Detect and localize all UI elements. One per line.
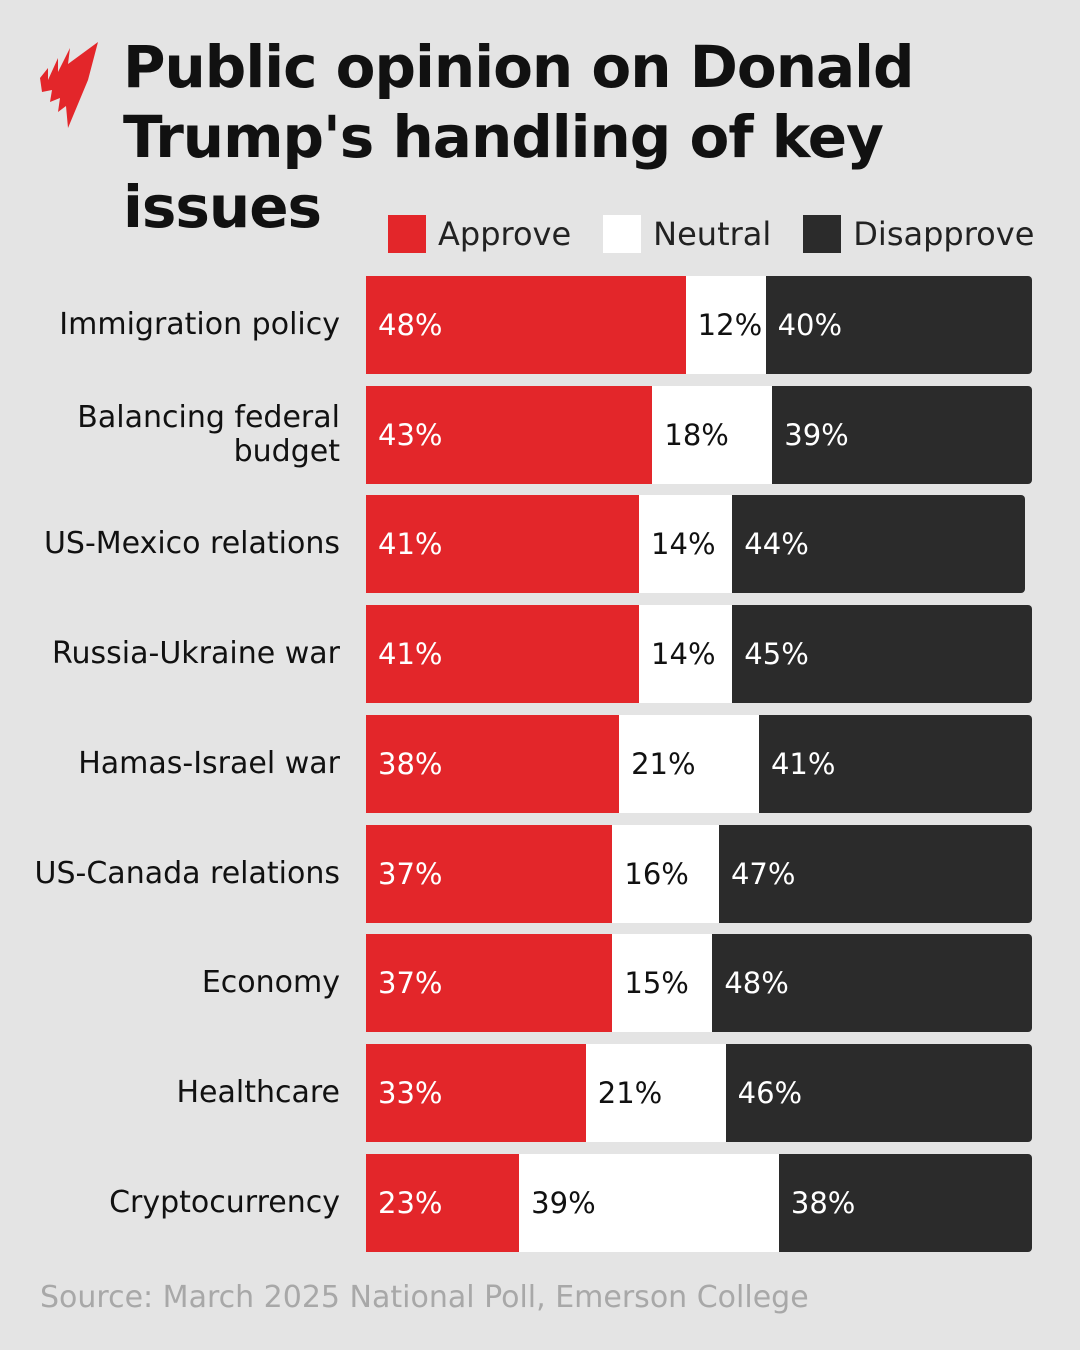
data-label: 33%: [378, 1075, 443, 1110]
data-label: 39%: [784, 417, 849, 452]
data-label: 21%: [631, 746, 696, 781]
data-label: 46%: [737, 1075, 803, 1110]
bar-disapprove: 44%: [732, 495, 1026, 594]
bar-neutral: 14%: [639, 605, 733, 704]
category-label: Economy: [201, 965, 340, 1001]
bar-disapprove: 41%: [758, 714, 1032, 813]
bar-approve: 23%: [366, 1153, 520, 1252]
data-label: 16%: [624, 856, 689, 891]
bar-neutral: 39%: [519, 1153, 779, 1252]
legend-swatch: [388, 215, 426, 253]
bar-approve: 48%: [366, 276, 686, 374]
bar-approve: 38%: [366, 714, 620, 813]
data-label: 15%: [624, 966, 689, 1001]
bar-neutral: 12%: [685, 276, 766, 374]
data-label: 41%: [770, 746, 836, 781]
data-label: 21%: [597, 1075, 663, 1110]
data-label: 41%: [378, 527, 443, 562]
bar-approve: 33%: [366, 1043, 586, 1142]
legend-item-disapprove: Disapprove: [803, 215, 1034, 253]
bar-neutral: 21%: [585, 1043, 726, 1142]
bar-disapprove: 39%: [772, 385, 1032, 484]
bar-disapprove: 48%: [712, 934, 1032, 1033]
category-label: Hamas-Israel war: [78, 745, 340, 781]
legend-label: Disapprove: [853, 215, 1035, 253]
bar-approve: 41%: [366, 495, 640, 594]
bar-neutral: 15%: [612, 934, 713, 1033]
legend: Approve Neutral Disapprove: [388, 215, 1066, 253]
bar-neutral: 16%: [612, 824, 719, 923]
bar-disapprove: 47%: [718, 824, 1032, 923]
legend-label: Neutral: [653, 215, 772, 253]
data-label: 12%: [697, 308, 763, 342]
bar-neutral: 18%: [652, 385, 773, 484]
data-label: 48%: [724, 966, 789, 1001]
category-label: Russia-Ukraine war: [52, 636, 340, 672]
bar-disapprove: 40%: [765, 276, 1032, 374]
bar-disapprove: 46%: [725, 1043, 1032, 1142]
bar-disapprove: 45%: [732, 605, 1032, 704]
bar-approve: 37%: [366, 934, 613, 1033]
data-label: 43%: [378, 417, 443, 452]
data-label: 14%: [651, 637, 716, 672]
bar-neutral: 21%: [619, 714, 759, 813]
legend-item-approve: Approve: [388, 215, 571, 253]
data-label: 41%: [378, 637, 443, 672]
data-label: 48%: [378, 308, 443, 342]
legend-swatch: [603, 215, 642, 253]
category-label: Immigration policy: [59, 307, 340, 342]
data-label: 23%: [378, 1185, 443, 1220]
chart-title: Public opinion on Donald Trump's handlin…: [123, 33, 915, 241]
bar-neutral: 14%: [639, 495, 733, 594]
data-label: 47%: [730, 856, 796, 891]
sbs-logo: [40, 42, 98, 128]
category-label: US-Mexico relations: [43, 526, 340, 562]
category-label: Healthcare: [176, 1074, 340, 1110]
legend-item-neutral: Neutral: [603, 215, 771, 253]
data-label: 38%: [378, 746, 443, 781]
data-label: 18%: [664, 417, 729, 452]
data-label: 40%: [777, 308, 843, 342]
data-label: 14%: [651, 527, 716, 562]
legend-swatch: [803, 215, 842, 253]
bar-disapprove: 38%: [778, 1153, 1032, 1252]
category-label: US-Canada relations: [34, 855, 340, 891]
bar-approve: 37%: [366, 824, 613, 923]
data-label: 37%: [378, 856, 443, 891]
category-label: Cryptocurrency: [109, 1184, 340, 1220]
category-label: Balancing federal budget: [77, 399, 340, 469]
data-label: 39%: [531, 1185, 596, 1220]
legend-label: Approve: [438, 215, 572, 253]
bar-approve: 41%: [366, 605, 640, 704]
data-label: 38%: [790, 1185, 856, 1220]
source-note: Source: March 2025 National Poll, Emerso…: [40, 1280, 809, 1315]
bar-approve: 43%: [366, 385, 653, 484]
data-label: 44%: [744, 527, 809, 562]
data-label: 37%: [378, 966, 443, 1001]
data-label: 45%: [744, 637, 809, 672]
